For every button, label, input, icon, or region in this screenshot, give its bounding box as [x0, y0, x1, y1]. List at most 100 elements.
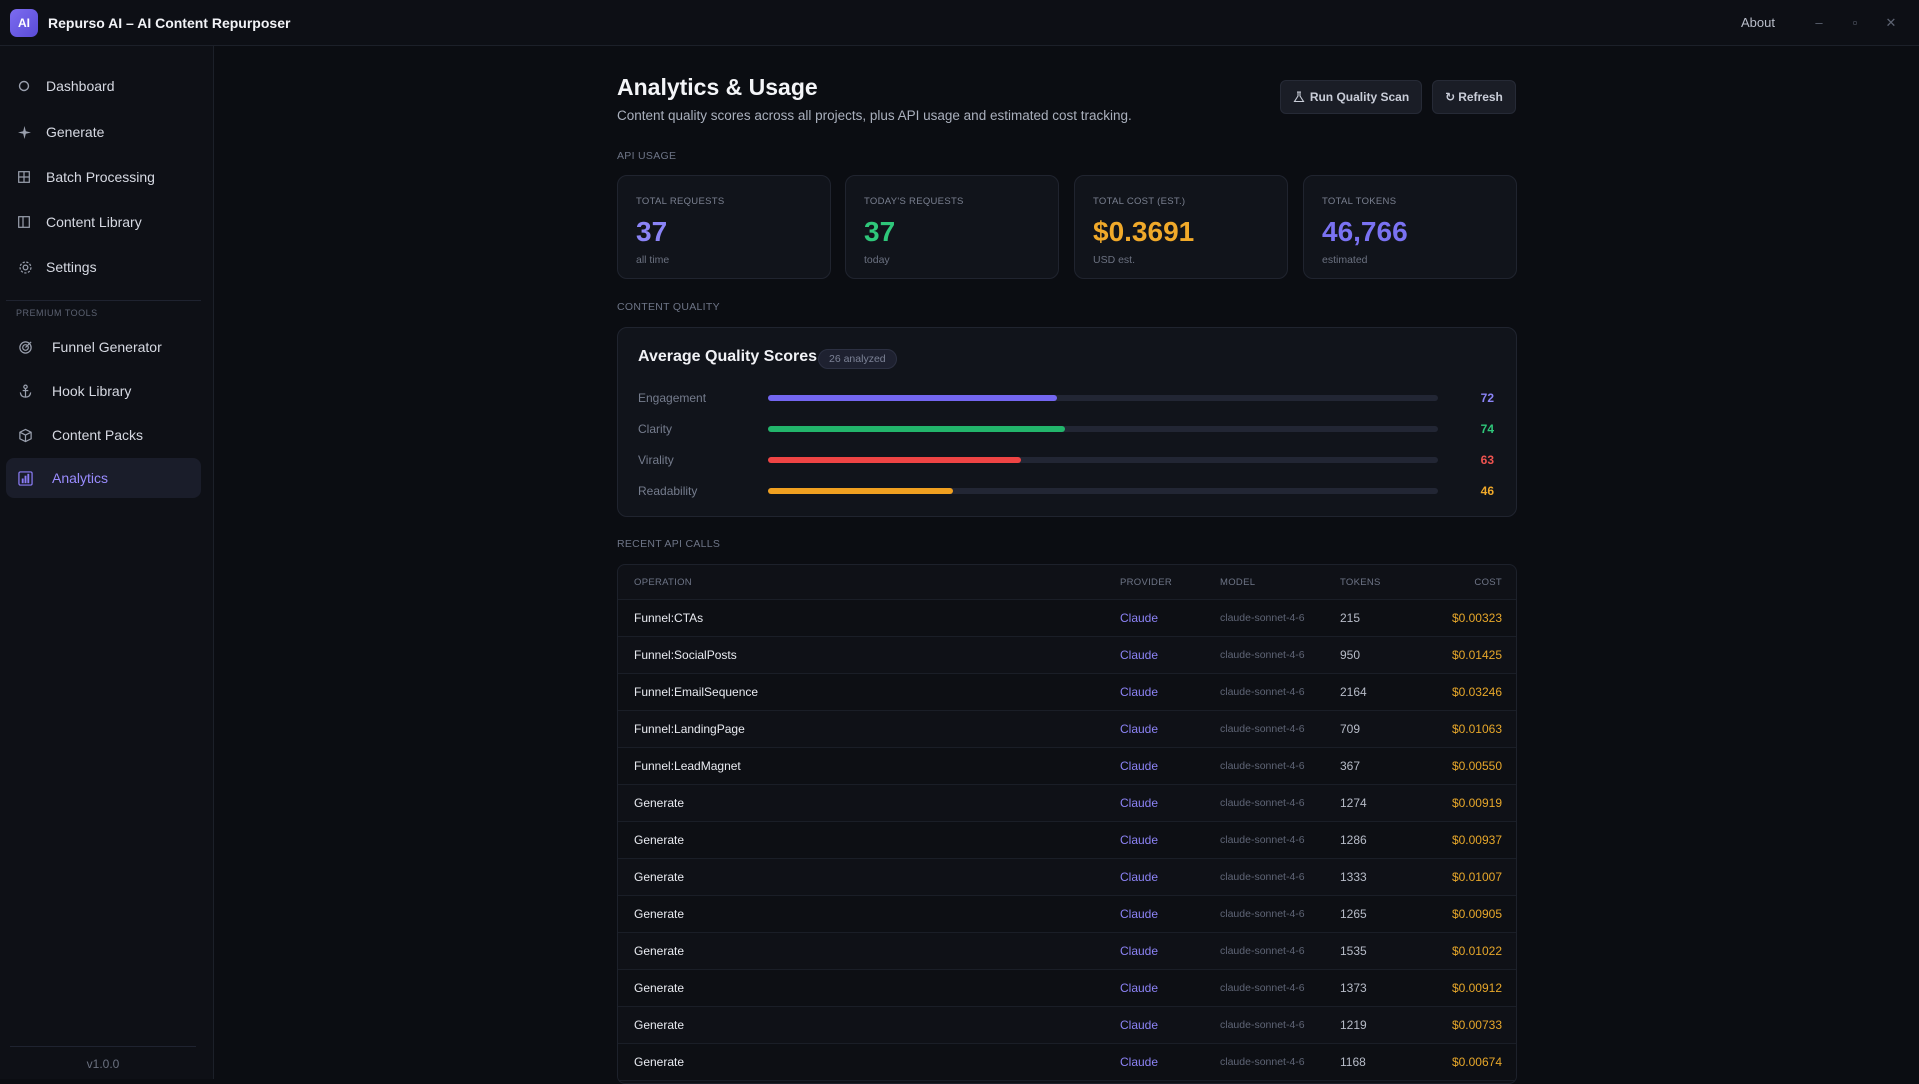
- table-row[interactable]: Generate Claude claude-sonnet-4-6 1274 $0.00…: [618, 784, 1516, 821]
- cell-provider: Claude: [1120, 648, 1159, 662]
- sidebar-item-label: Dashboard: [46, 78, 115, 94]
- quality-score: 74: [1480, 422, 1494, 436]
- cell-tokens: 709: [1340, 722, 1361, 736]
- quality-row-virality: Virality 63: [638, 450, 1498, 470]
- cell-cost: $0.01007: [1451, 870, 1502, 884]
- refresh-label: Refresh: [1458, 90, 1503, 104]
- cell-tokens: 1274: [1340, 796, 1367, 810]
- quality-score: 72: [1480, 391, 1494, 405]
- cell-operation: Generate: [634, 1055, 685, 1069]
- stat-label: TOTAL COST (EST.): [1093, 196, 1186, 207]
- circle-icon: [18, 80, 40, 92]
- cell-model: claude-sonnet-4-6: [1220, 612, 1305, 624]
- table-row[interactable]: Generate Claude claude-sonnet-4-6 1535 $0.01…: [618, 932, 1516, 969]
- sidebar-item-funnel-generator[interactable]: Funnel Generator: [6, 327, 201, 367]
- cell-tokens: 1535: [1340, 944, 1367, 958]
- table-row[interactable]: Generate Claude claude-sonnet-4-6 1168 $0.00…: [618, 1043, 1516, 1080]
- cell-model: claude-sonnet-4-6: [1220, 982, 1305, 994]
- column-header-cost: COST: [1474, 576, 1502, 588]
- sidebar-item-generate[interactable]: Generate: [6, 112, 201, 152]
- api-usage-section-label: API USAGE: [617, 150, 677, 162]
- cell-cost: $0.00919: [1451, 796, 1502, 810]
- minimize-icon[interactable]: –: [1815, 15, 1823, 30]
- sidebar-item-settings[interactable]: Settings: [6, 247, 201, 287]
- cell-provider: Claude: [1120, 907, 1159, 921]
- cell-operation: Funnel:EmailSequence: [634, 685, 759, 699]
- sidebar-item-dashboard[interactable]: Dashboard: [6, 66, 201, 106]
- stat-label: TOTAL TOKENS: [1322, 196, 1397, 207]
- cell-cost: $0.01063: [1451, 722, 1502, 736]
- sidebar-item-label: Settings: [46, 259, 97, 275]
- sidebar-item-label: Analytics: [52, 470, 109, 486]
- table-row[interactable]: Funnel:LandingPage Claude claude-sonnet-4-…: [618, 710, 1516, 747]
- stat-card-todays-requests: TODAY'S REQUESTS 37 today: [845, 175, 1059, 279]
- sidebar-divider: [6, 300, 201, 301]
- table-row[interactable]: Funnel:EmailSequence Claude claude-sonnet-…: [618, 673, 1516, 710]
- quality-label: Clarity: [638, 422, 673, 436]
- maximize-icon[interactable]: ▫: [1852, 15, 1858, 30]
- book-icon: [18, 216, 40, 228]
- quality-row-engagement: Engagement 72: [638, 388, 1498, 408]
- cell-model: claude-sonnet-4-6: [1220, 834, 1305, 846]
- app-title: Repurso AI – AI Content Repurposer: [48, 14, 291, 31]
- quality-label: Readability: [638, 484, 698, 498]
- cell-model: claude-sonnet-4-6: [1220, 723, 1305, 735]
- cell-tokens: 2164: [1340, 685, 1367, 699]
- cell-tokens: 1333: [1340, 870, 1367, 884]
- table-row[interactable]: GenerateClaudeclaude-sonnet-4-61180$0.00…: [618, 1080, 1516, 1083]
- refresh-button[interactable]: ↻ Refresh: [1432, 80, 1516, 114]
- table-header: OPERATION PROVIDER MODEL TOKENS COST: [618, 565, 1516, 599]
- sidebar-item-analytics[interactable]: Analytics: [6, 458, 201, 498]
- cell-operation: Funnel:CTAs: [634, 611, 704, 625]
- table-row[interactable]: Generate Claude claude-sonnet-4-6 1265 $0.00…: [618, 895, 1516, 932]
- close-icon[interactable]: ✕: [1885, 14, 1897, 30]
- cell-cost: $0.00323: [1451, 611, 1502, 625]
- table-row[interactable]: Generate Claude claude-sonnet-4-6 1333 $0.01…: [618, 858, 1516, 895]
- cell-provider: Claude: [1120, 685, 1159, 699]
- stat-value: $0.3691: [1093, 216, 1195, 247]
- column-header-operation: OPERATION: [634, 576, 692, 588]
- table-row[interactable]: Generate Claude claude-sonnet-4-6 1373 $0.00…: [618, 969, 1516, 1006]
- stat-label: TOTAL REQUESTS: [636, 196, 725, 207]
- table-row[interactable]: Generate Claude claude-sonnet-4-6 1219 $0.00…: [618, 1006, 1516, 1043]
- cell-cost: $0.00937: [1451, 833, 1502, 847]
- quality-bar-fill: [768, 426, 1066, 432]
- cell-cost: $0.00550: [1451, 759, 1502, 773]
- table-row[interactable]: Funnel:LeadMagnet Claude claude-sonnet-4-6…: [618, 747, 1516, 784]
- cell-model: claude-sonnet-4-6: [1220, 871, 1305, 883]
- table-row[interactable]: Funnel:SocialPosts Claude claude-sonnet-4-…: [618, 636, 1516, 673]
- sidebar-item-hook-library[interactable]: Hook Library: [6, 371, 201, 411]
- quality-bar-track: [768, 395, 1438, 401]
- quality-bar-fill: [768, 488, 953, 494]
- cell-tokens: 215: [1340, 611, 1361, 625]
- cell-tokens: 1373: [1340, 981, 1367, 995]
- stat-sub: today: [864, 254, 890, 266]
- run-quality-scan-button[interactable]: Run Quality Scan: [1280, 80, 1422, 114]
- cell-tokens: 1286: [1340, 833, 1367, 847]
- cell-provider: Claude: [1120, 759, 1159, 773]
- cell-provider: Claude: [1120, 870, 1159, 884]
- cell-provider: Claude: [1120, 611, 1159, 625]
- sidebar-item-batch-processing[interactable]: Batch Processing: [6, 157, 201, 197]
- table-row[interactable]: Generate Claude claude-sonnet-4-6 1286 $0.00…: [618, 821, 1516, 858]
- about-link[interactable]: About: [1741, 15, 1775, 30]
- run-quality-scan-label: Run Quality Scan: [1309, 90, 1410, 104]
- cell-provider: Claude: [1120, 981, 1159, 995]
- quality-scores-card: Average Quality Scores 26 analyzed Engag…: [617, 327, 1517, 517]
- cell-model: claude-sonnet-4-6: [1220, 686, 1305, 698]
- cell-model: claude-sonnet-4-6: [1220, 649, 1305, 661]
- quality-bar-track: [768, 426, 1438, 432]
- sidebar-item-content-library[interactable]: Content Library: [6, 202, 201, 242]
- content-quality-section-label: CONTENT QUALITY: [617, 301, 720, 313]
- cell-operation: Generate: [634, 1018, 685, 1032]
- analyzed-count-badge: 26 analyzed: [818, 349, 897, 369]
- sidebar-item-label: Funnel Generator: [52, 339, 162, 355]
- stat-sub: estimated: [1322, 254, 1368, 266]
- gear-icon: [18, 260, 40, 275]
- table-row[interactable]: Funnel:CTAs Claude claude-sonnet-4-6 215 $0.…: [618, 599, 1516, 636]
- cell-tokens: 1168: [1340, 1055, 1366, 1069]
- cell-cost: $0.01022: [1451, 944, 1502, 958]
- cell-model: claude-sonnet-4-6: [1220, 1019, 1305, 1031]
- sidebar-item-content-packs[interactable]: Content Packs: [6, 415, 201, 455]
- stat-sub: USD est.: [1093, 254, 1136, 266]
